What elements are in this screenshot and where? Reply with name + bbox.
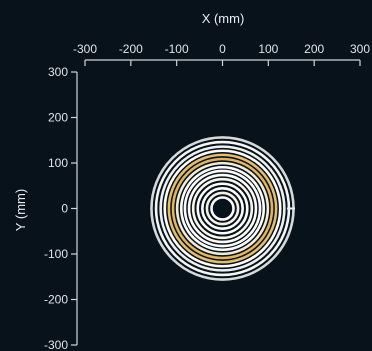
ring <box>196 182 249 235</box>
ring <box>167 153 278 264</box>
x-tick-label: 0 <box>219 42 226 56</box>
ring <box>175 161 270 256</box>
ring <box>179 165 266 252</box>
y-axis-title: Y (mm) <box>13 189 28 231</box>
x-axis-title: X (mm) <box>202 11 245 26</box>
x-tick-label: -300 <box>73 42 97 56</box>
y-tick-label: -100 <box>44 247 68 261</box>
rings-group <box>150 136 295 281</box>
x-tick-label: 300 <box>350 42 370 56</box>
x-tick-label: -100 <box>165 42 189 56</box>
ring <box>183 169 262 248</box>
ring <box>210 196 235 221</box>
ring <box>191 177 254 240</box>
y-axis-ticks: 300 200 100 0 -100 -200 -300 <box>44 65 77 351</box>
y-tick-label: 200 <box>48 111 68 125</box>
x-tick-label: 100 <box>258 42 278 56</box>
ring <box>201 187 244 230</box>
y-tick-label: 0 <box>61 202 68 216</box>
ring <box>187 173 258 244</box>
ring <box>159 145 286 272</box>
x-tick-label: -200 <box>119 42 143 56</box>
ring <box>163 149 282 268</box>
ring <box>205 191 240 226</box>
y-tick-label: 300 <box>48 65 68 79</box>
y-tick-label: -300 <box>44 338 68 351</box>
x-tick-label: 200 <box>304 42 324 56</box>
x-axis-ticks: -300 -200 -100 0 100 200 300 <box>73 42 370 66</box>
y-tick-label: -200 <box>44 293 68 307</box>
ring <box>171 157 274 260</box>
y-tick-label: 100 <box>48 156 68 170</box>
